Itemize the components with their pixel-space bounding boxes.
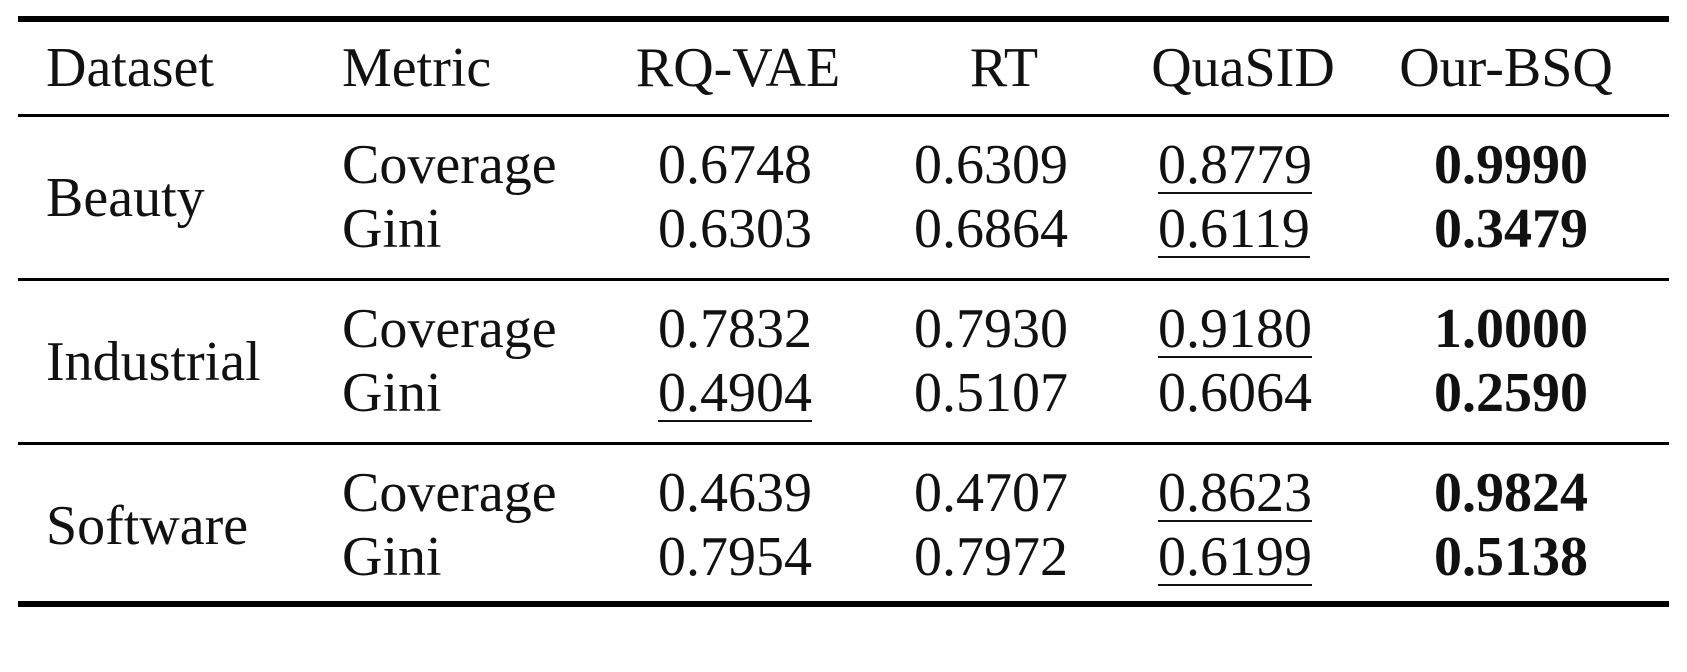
table-cell: 0.6309 [914,134,1068,196]
table-cell-second-best: 0.4904 [658,362,812,424]
table-cell-best: 0.3479 [1434,198,1588,260]
metric-label: Coverage [342,134,557,196]
header-rt: RT [969,37,1039,99]
table-cell: 0.6864 [914,198,1068,260]
table-cell-best: 0.9824 [1434,462,1588,524]
table-cell-second-best: 0.8779 [1158,134,1312,196]
table-cell: 0.4639 [658,462,812,524]
table-cell: 0.7972 [914,526,1068,588]
table-bottom-rule [18,601,1669,607]
header-our-bsq: Our-BSQ [1399,37,1613,99]
table-cell-second-best: 0.6199 [1158,526,1312,588]
table-cell-best: 0.2590 [1434,362,1588,424]
header-rq-vae: RQ-VAE [635,37,841,99]
table-cell-best: 1.0000 [1434,298,1588,360]
table-cell: 0.4707 [914,462,1068,524]
group-separator-rule [18,278,1669,281]
table-cell-best: 0.5138 [1434,526,1588,588]
table-cell: 0.7930 [914,298,1068,360]
table-cell-best: 0.9990 [1434,134,1588,196]
metric-label: Gini [342,198,442,260]
table-cell: 0.7954 [658,526,812,588]
metric-label: Gini [342,526,442,588]
metric-label: Gini [342,362,442,424]
metric-label: Coverage [342,298,557,360]
header-dataset: Dataset [46,37,214,99]
table-cell: 0.6748 [658,134,812,196]
table-cell: 0.7832 [658,298,812,360]
table-cell: 0.5107 [914,362,1068,424]
dataset-software-label: Software [46,495,249,557]
dataset-industrial-label: Industrial [46,331,261,393]
metric-label: Coverage [342,462,557,524]
header-separator-rule [18,114,1669,117]
table-cell-second-best: 0.8623 [1158,462,1312,524]
table-cell: 0.6303 [658,198,812,260]
table-cell: 0.6064 [1158,362,1312,424]
header-metric: Metric [342,37,492,99]
group-separator-rule [18,442,1669,445]
table-cell-second-best: 0.6119 [1158,198,1310,260]
table-cell-second-best: 0.9180 [1158,298,1312,360]
header-quasid: QuaSID [1151,37,1335,99]
table-top-rule [18,16,1669,22]
dataset-beauty-label: Beauty [46,167,205,229]
